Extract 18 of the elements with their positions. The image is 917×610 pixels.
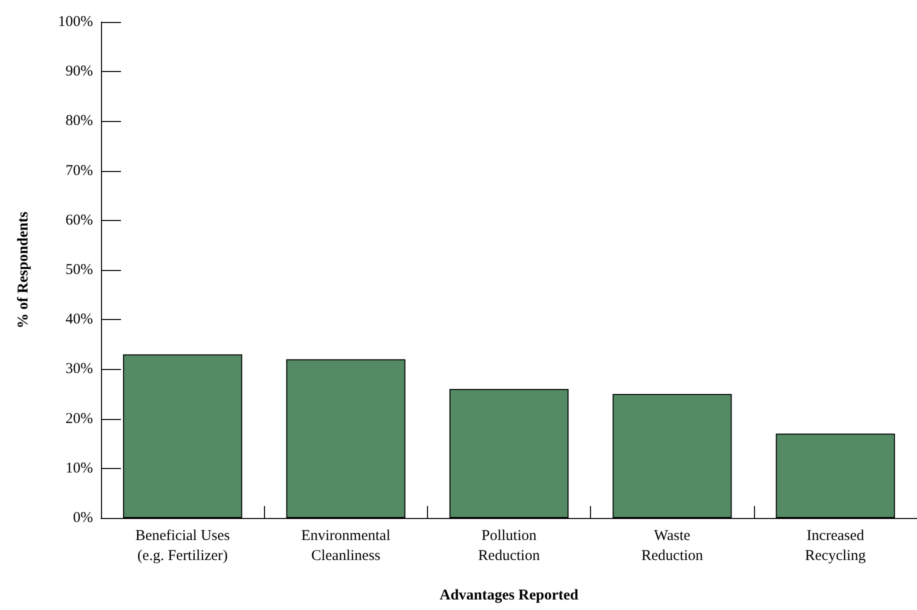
y-tick-label: 50% — [66, 262, 93, 278]
x-tick-label: Environmental Cleanliness — [301, 528, 390, 564]
y-tick-label: 60% — [66, 212, 93, 228]
y-tick-label: 20% — [66, 410, 93, 427]
y-tick-label: 10% — [66, 460, 93, 476]
y-tick-label: 70% — [66, 162, 93, 179]
x-tick-label: Increased Recycling — [804, 528, 866, 564]
x-tick-label: Beneficial Uses (e.g. Fertilizer) — [135, 528, 230, 564]
y-tick-label: 40% — [66, 312, 93, 328]
y-tick-label: 0% — [73, 510, 93, 526]
y-tick-label: 30% — [66, 361, 93, 378]
x-tick-label: Pollution Reduction — [478, 528, 540, 564]
x-axis-title: Advantages Reported — [440, 588, 580, 604]
y-tick-label: 100% — [58, 14, 93, 30]
y-axis-title: % of Respondents — [16, 212, 32, 328]
y-tick-label: 80% — [66, 113, 93, 130]
x-tick-label: Waste Reduction — [641, 528, 704, 564]
y-tick-label: 90% — [66, 64, 93, 80]
